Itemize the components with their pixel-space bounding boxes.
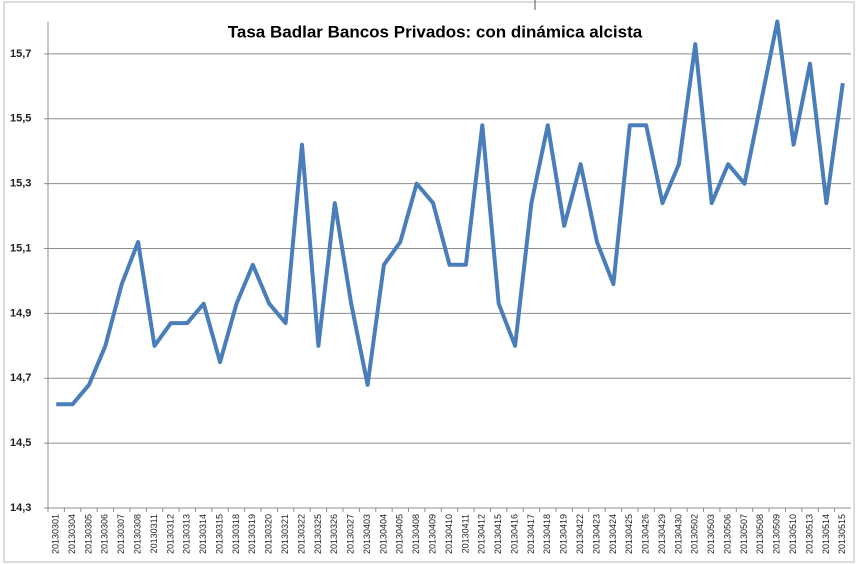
x-tick-label: 20130412 <box>477 514 487 554</box>
x-tick-label: 20130320 <box>264 514 274 554</box>
x-tick-label: 20130327 <box>346 514 356 554</box>
x-tick-label: 20130410 <box>444 514 454 554</box>
x-tick-label: 20130423 <box>591 514 601 554</box>
x-tick-label: 20130418 <box>542 514 552 554</box>
title-background <box>192 18 677 46</box>
plot-area: 14,3 14,5 14,7 14,9 15,1 15,3 15,5 15,7 20130301… <box>10 19 851 554</box>
x-tick-label: 20130322 <box>296 514 306 554</box>
y-tick-label: 15,1 <box>10 242 31 254</box>
y-tick-label: 15,5 <box>10 113 31 125</box>
data-line <box>56 19 845 407</box>
x-tick-label: 20130429 <box>657 514 667 554</box>
y-tick-label: 14,9 <box>10 307 31 319</box>
x-tick-label: 20130305 <box>83 514 93 554</box>
x-tick-label: 20130307 <box>116 514 126 554</box>
x-tick-label: 20130404 <box>378 514 388 554</box>
x-tick-label: 20130321 <box>280 514 290 554</box>
x-tick-label: 20130508 <box>755 514 765 554</box>
x-tick-label: 20130312 <box>165 514 175 554</box>
x-tick-label: 20130424 <box>608 514 618 554</box>
x-tick-label: 20130304 <box>67 514 77 554</box>
chart-frame <box>3 1 855 563</box>
x-tick-label: 20130314 <box>198 514 208 554</box>
x-tick-label: 20130506 <box>722 514 732 554</box>
x-tick-label: 20130409 <box>427 514 437 554</box>
x-tick-label: 20130318 <box>231 514 241 554</box>
x-tick-label: 20130510 <box>788 514 798 554</box>
x-tick-label: 20130515 <box>837 514 847 554</box>
x-tick-label: 20130408 <box>411 514 421 554</box>
x-tick-label: 20130430 <box>673 514 683 554</box>
x-tick-label: 20130405 <box>395 514 405 554</box>
x-tick-label: 20130416 <box>509 514 519 554</box>
x-tick-label: 20130411 <box>460 514 470 553</box>
x-tick-label: 20130503 <box>706 514 716 554</box>
x-tick-label: 20130308 <box>133 514 143 554</box>
x-tick-label: 20130419 <box>559 514 569 554</box>
x-tick-label: 20130417 <box>526 514 536 554</box>
x-tick-label: 20130315 <box>214 514 224 554</box>
x-tick-label: 20130311 <box>149 514 159 553</box>
x-tick-label: 20130319 <box>247 514 257 554</box>
x-tick-label: 20130425 <box>624 514 634 554</box>
y-tick-label: 14,7 <box>10 372 31 384</box>
x-tick-label: 20130514 <box>821 514 831 554</box>
y-tick-label: 15,7 <box>10 48 31 60</box>
x-tick-label: 20130422 <box>575 514 585 554</box>
x-tick-label: 20130301 <box>51 514 61 554</box>
x-tick-label: 20130326 <box>329 514 339 554</box>
x-tick-label: 20130306 <box>100 514 110 554</box>
y-tick-label: 14,3 <box>10 502 31 514</box>
x-tick-label: 20130509 <box>772 514 782 554</box>
x-tick-label: 20130502 <box>690 514 700 554</box>
x-tick-label: 20130313 <box>182 514 192 554</box>
x-tick-label: 20130507 <box>739 514 749 554</box>
x-tick-label: 20130426 <box>641 514 651 554</box>
y-tick-label: 14,5 <box>10 437 31 449</box>
x-tick-label: 20130403 <box>362 514 372 554</box>
x-tick-label: 20130325 <box>313 514 323 554</box>
y-tick-label: 15,3 <box>10 178 31 190</box>
x-tick-label: 20130415 <box>493 514 503 554</box>
x-tick-label: 20130513 <box>804 514 814 554</box>
chart-title: Tasa Badlar Bancos Privados: con dinámic… <box>228 22 643 41</box>
